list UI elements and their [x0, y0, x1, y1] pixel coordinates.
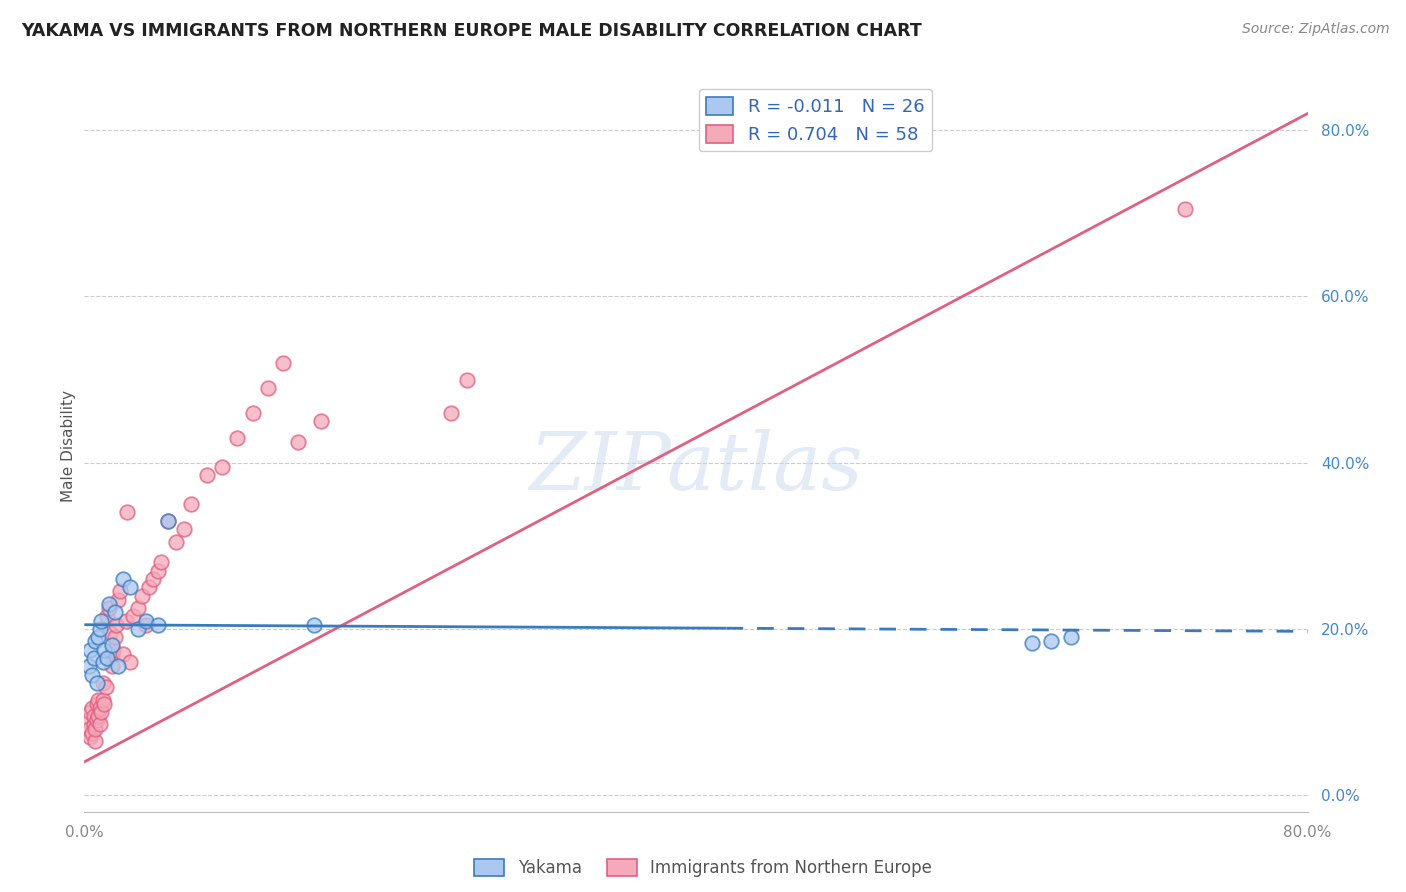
- Point: [86, 697, 108, 711]
- Point: [80, 667, 103, 681]
- Point: [111, 572, 134, 586]
- Point: [157, 514, 180, 528]
- Point: [1059, 630, 1081, 644]
- Point: [83, 709, 105, 723]
- Point: [257, 381, 280, 395]
- Point: [135, 614, 157, 628]
- Point: [79, 730, 101, 744]
- Point: [83, 717, 105, 731]
- Point: [87, 630, 110, 644]
- Point: [456, 372, 478, 386]
- Point: [89, 717, 111, 731]
- Point: [86, 714, 108, 728]
- Point: [120, 580, 142, 594]
- Point: [1174, 202, 1197, 216]
- Point: [80, 701, 103, 715]
- Point: [146, 617, 169, 632]
- Point: [127, 622, 149, 636]
- Point: [84, 734, 107, 748]
- Point: [97, 597, 120, 611]
- Point: [131, 589, 153, 603]
- Point: [1021, 636, 1043, 650]
- Point: [84, 634, 107, 648]
- Point: [127, 601, 149, 615]
- Point: [108, 584, 131, 599]
- Point: [101, 647, 124, 661]
- Point: [311, 414, 333, 428]
- Point: [86, 676, 108, 690]
- Point: [80, 725, 103, 739]
- Point: [79, 705, 101, 719]
- Point: [157, 514, 180, 528]
- Point: [107, 659, 129, 673]
- Point: [103, 642, 125, 657]
- Point: [90, 705, 112, 719]
- Point: [101, 659, 124, 673]
- Point: [195, 468, 218, 483]
- Point: [89, 622, 111, 636]
- Text: Source: ZipAtlas.com: Source: ZipAtlas.com: [1241, 22, 1389, 37]
- Point: [93, 642, 115, 657]
- Point: [242, 406, 264, 420]
- Text: YAKAMA VS IMMIGRANTS FROM NORTHERN EUROPE MALE DISABILITY CORRELATION CHART: YAKAMA VS IMMIGRANTS FROM NORTHERN EUROP…: [21, 22, 922, 40]
- Point: [98, 626, 121, 640]
- Point: [226, 431, 249, 445]
- Point: [91, 655, 114, 669]
- Point: [97, 601, 120, 615]
- Point: [149, 555, 172, 569]
- Point: [180, 497, 202, 511]
- Text: ZIPatlas: ZIPatlas: [529, 429, 863, 507]
- Point: [146, 564, 169, 578]
- Point: [87, 709, 110, 723]
- Point: [77, 659, 100, 673]
- Point: [104, 630, 127, 644]
- Point: [91, 692, 114, 706]
- Point: [138, 580, 160, 594]
- Point: [440, 406, 463, 420]
- Point: [83, 651, 105, 665]
- Legend: Yakama, Immigrants from Northern Europe: Yakama, Immigrants from Northern Europe: [468, 852, 938, 884]
- Point: [120, 655, 142, 669]
- Point: [287, 434, 309, 449]
- Point: [115, 506, 138, 520]
- Point: [89, 701, 111, 715]
- Point: [107, 592, 129, 607]
- Point: [135, 617, 157, 632]
- Point: [173, 522, 195, 536]
- Point: [96, 651, 118, 665]
- Point: [90, 614, 112, 628]
- Point: [271, 356, 294, 370]
- Point: [96, 609, 118, 624]
- Point: [111, 647, 134, 661]
- Point: [105, 617, 128, 632]
- Point: [84, 722, 107, 736]
- Point: [76, 714, 98, 728]
- Point: [91, 676, 114, 690]
- Point: [94, 680, 117, 694]
- Point: [87, 692, 110, 706]
- Point: [77, 722, 100, 736]
- Point: [302, 617, 325, 632]
- Point: [114, 614, 136, 628]
- Point: [122, 609, 145, 624]
- Point: [142, 572, 165, 586]
- Point: [1039, 634, 1062, 648]
- Point: [101, 639, 124, 653]
- Point: [211, 459, 233, 474]
- Point: [104, 605, 127, 619]
- Legend: R = -0.011   N = 26, R = 0.704   N = 58: R = -0.011 N = 26, R = 0.704 N = 58: [699, 89, 932, 152]
- Point: [165, 534, 187, 549]
- Point: [93, 697, 115, 711]
- Y-axis label: Male Disability: Male Disability: [60, 390, 76, 502]
- Point: [79, 642, 101, 657]
